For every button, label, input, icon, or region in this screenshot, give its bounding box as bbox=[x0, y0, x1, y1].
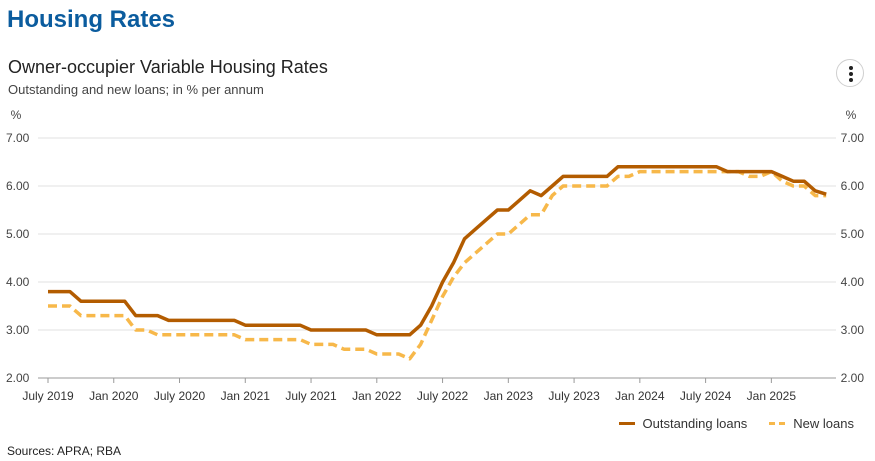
x-tick-label: Jan 2025 bbox=[747, 389, 797, 403]
legend: Outstanding loans New loans bbox=[618, 416, 854, 431]
y-tick-label-left: 6.00 bbox=[6, 179, 30, 193]
y-tick-label-right: 6.00 bbox=[841, 179, 865, 193]
chart-title: Owner-occupier Variable Housing Rates bbox=[8, 57, 328, 77]
x-tick-label: Jan 2020 bbox=[89, 389, 139, 403]
x-tick-label: July 2024 bbox=[680, 389, 732, 403]
y-tick-label-left: 4.00 bbox=[6, 275, 30, 289]
series-line-outstanding-loans bbox=[48, 165, 827, 337]
sources-note: Sources: APRA; RBA bbox=[7, 444, 122, 458]
x-tick-label: Jan 2023 bbox=[484, 389, 534, 403]
legend-item-outstanding[interactable]: Outstanding loans bbox=[618, 416, 748, 431]
series-line-new-loans bbox=[48, 169, 827, 361]
chart-subtitle: Outstanding and new loans; in % per annu… bbox=[8, 82, 264, 97]
x-tick-label: Jan 2024 bbox=[615, 389, 665, 403]
chart-menu-button[interactable] bbox=[836, 59, 864, 87]
x-tick-label: July 2022 bbox=[417, 389, 469, 403]
legend-swatch-dashed bbox=[769, 422, 786, 425]
x-tick-label: July 2023 bbox=[548, 389, 600, 403]
legend-item-new[interactable]: New loans bbox=[769, 416, 854, 431]
x-tick-label: Jan 2021 bbox=[221, 389, 271, 403]
legend-label: Outstanding loans bbox=[642, 416, 748, 431]
y-axis-unit-left: % bbox=[11, 108, 22, 122]
x-tick-label: July 2019 bbox=[22, 389, 74, 403]
legend-label: New loans bbox=[793, 416, 854, 431]
y-tick-label-left: 3.00 bbox=[6, 323, 30, 337]
x-tick-label: Jan 2022 bbox=[352, 389, 402, 403]
y-tick-label-left: 5.00 bbox=[6, 227, 30, 241]
x-tick-label: July 2020 bbox=[154, 389, 206, 403]
y-tick-label-right: 3.00 bbox=[841, 323, 865, 337]
y-axis-unit-right: % bbox=[846, 108, 857, 122]
legend-swatch-solid bbox=[618, 422, 635, 425]
y-tick-label-left: 2.00 bbox=[6, 371, 30, 385]
page-title: Housing Rates bbox=[7, 6, 176, 33]
x-tick-label: July 2021 bbox=[285, 389, 337, 403]
y-tick-label-right: 7.00 bbox=[841, 131, 865, 145]
y-tick-label-right: 5.00 bbox=[841, 227, 865, 241]
y-tick-label-left: 7.00 bbox=[6, 131, 30, 145]
y-tick-label-right: 2.00 bbox=[841, 371, 865, 385]
line-chart: % % 7.00 7.00 6.00 6.00 5.00 5.00 4.00 4.00 3.00… bbox=[6, 108, 865, 403]
y-tick-label-right: 4.00 bbox=[841, 275, 865, 289]
